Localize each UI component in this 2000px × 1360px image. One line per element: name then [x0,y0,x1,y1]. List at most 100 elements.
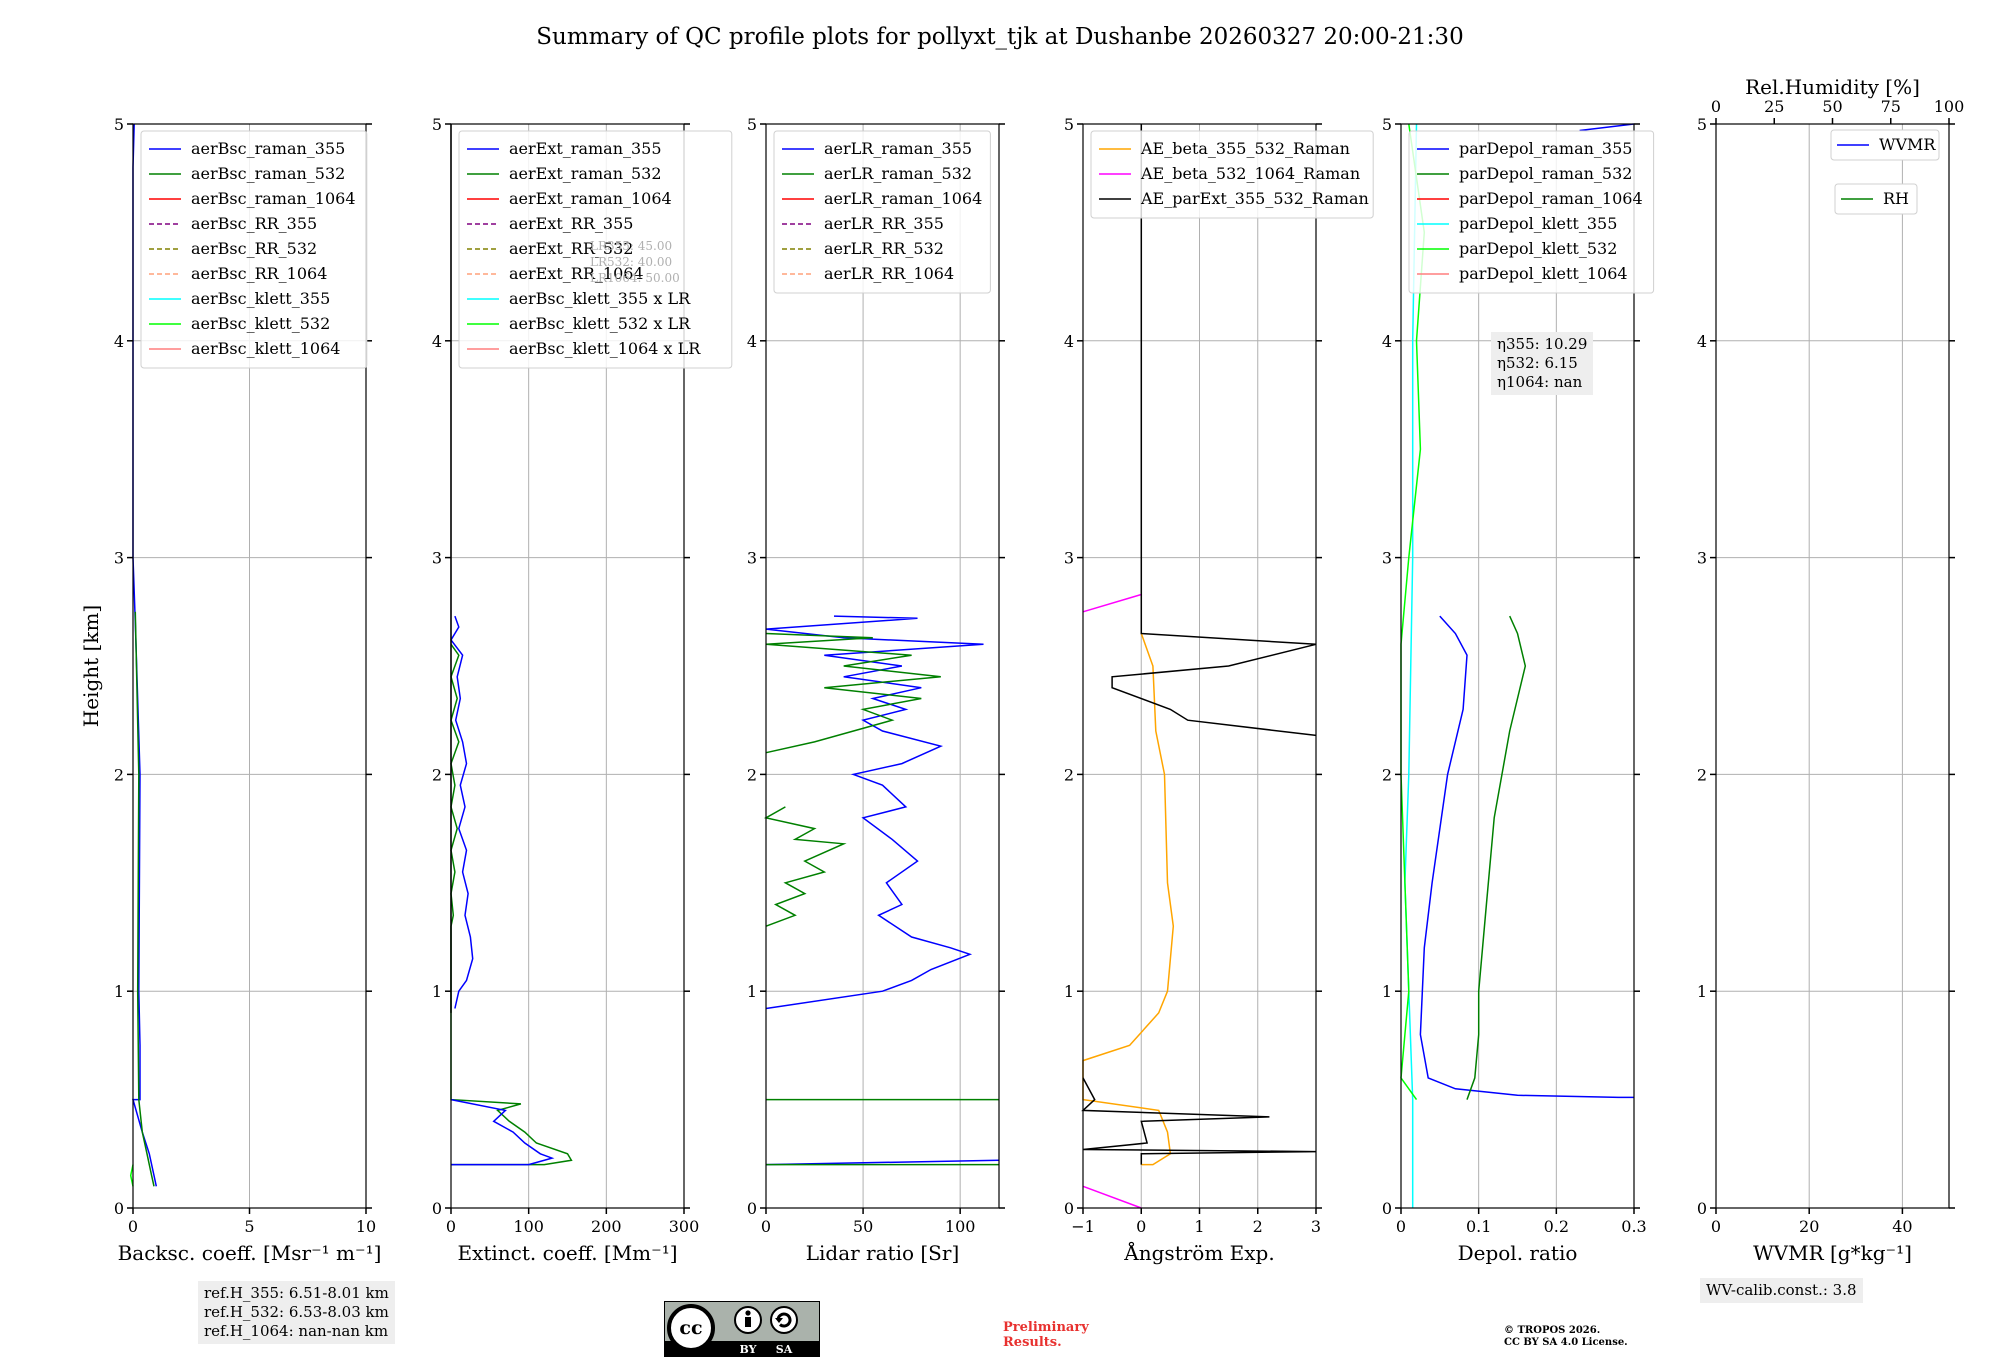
x-tick-label: 0 [128,1217,138,1236]
x-tick-label: 0.2 [1544,1217,1569,1236]
lr-assumption-box: LR355: 45.00 LR532: 40.00 LR1064: 50.00 [590,238,680,286]
lr-1064: LR1064: 50.00 [590,271,680,285]
legend-label-aerExt_RR_355: aerExt_RR_355 [509,214,633,233]
series-line-parDepol_raman_532 [1466,615,1527,1100]
series-line-aerLR_raman_355 [765,615,984,1010]
legend-label-aerExt_raman_1064: aerExt_raman_1064 [509,189,672,208]
preliminary-line-2: Results. [1003,1335,1062,1350]
axes-frame [1400,123,1635,1209]
legend-label-aerBsc_klett_532 x LR: aerBsc_klett_532 x LR [509,314,691,333]
x-tick-label: 0.1 [1466,1217,1491,1236]
x-tick-label: 200 [591,1217,622,1236]
legend-label-aerExt_raman_355: aerExt_raman_355 [509,139,662,158]
x-tick-label: 0 [1396,1217,1406,1236]
series-line-aerLR_raman_532 [765,632,941,754]
legend-label-aerBsc_RR_355: aerBsc_RR_355 [191,214,317,233]
y-tick-label: 3 [1697,549,1707,568]
legend: aerExt_raman_355 aerExt_raman_532 aerExt_r… [458,130,733,369]
series-line-AE_beta_532_1064_Raman [1082,593,1142,613]
legend-frame [458,130,733,369]
series-line-depol_top_blue [1579,123,1635,132]
legend-label-AE_beta_532_1064_Raman: AE_beta_532_1064_Raman [1140,164,1360,183]
copyright-line-2: CC BY SA 4.0 License. [1504,1337,1628,1348]
legend-label-aerLR_raman_355: aerLR_raman_355 [824,139,972,158]
y-tick-label: 0 [114,1199,124,1218]
x-tick-label: 0 [761,1217,771,1236]
copyright-note: © TROPOS 2026. CC BY SA 4.0 License. [1504,1325,1628,1349]
y-tick-label: 2 [114,765,124,784]
y-tick-label: 5 [1064,115,1074,134]
y-axis-label: Height [km] [79,605,103,727]
y-tick-label: 4 [1697,332,1707,351]
y-tick-label: 5 [432,115,442,134]
y-tick-label: 2 [1064,765,1074,784]
legend-label-AE_parExt_355_532_Raman: AE_parExt_355_532_Raman [1140,189,1369,208]
legend: aerBsc_raman_355 aerBsc_raman_532 aerBsc_r… [140,130,368,369]
legend-label-aerBsc_raman_1064: aerBsc_raman_1064 [191,189,356,208]
legend-label-aerLR_RR_1064: aerLR_RR_1064 [824,264,954,283]
x2-tick-label: 100 [1934,97,1965,116]
series-line-aerExt_raman_532 [450,643,573,1166]
legend-label: WVMR [1879,135,1936,154]
legend-frame [1408,130,1655,294]
ref-height-355: ref.H_355: 6.51-8.01 km [204,1284,389,1302]
series-line-lr_532_low [763,806,847,927]
y-tick-label: 2 [1382,765,1392,784]
y-tick-label: 2 [1697,765,1707,784]
y-tick-label: 3 [1064,549,1074,568]
x-tick-label: 20 [1799,1217,1819,1236]
series-line-aerExt_raman_355 [450,615,474,1009]
y-tick-label: 0 [1382,1199,1392,1218]
preliminary-results-note: Preliminary Results. [1003,1320,1089,1350]
legend: AE_beta_355_532_Raman AE_beta_532_1064_Ra… [1090,130,1374,219]
legend-label-aerBsc_raman_355: aerBsc_raman_355 [191,139,345,158]
legend-label-parDepol_klett_532: parDepol_klett_532 [1459,239,1617,258]
series-line-AE_parExt_355_532_Raman [1111,124,1317,737]
wv-calibration-box: WV-calib.const.: 3.8 [1700,1278,1863,1303]
copyright-line-1: © TROPOS 2026. [1504,1325,1601,1336]
chart-lr: 0 50 100 0 1 2 3 4 5 Lidar ratio [Sr] aerLR_raman_… [747,115,1005,1265]
y-tick-label: 5 [1382,115,1392,134]
preliminary-line-1: Preliminary [1003,1320,1089,1335]
x-axis-label: Lidar ratio [Sr] [806,1241,960,1265]
figure-title: Summary of QC profile plots for pollyxt_… [536,24,1464,50]
y-tick-label: 1 [1064,982,1074,1001]
x-tick-label: 10 [356,1217,376,1236]
x-axis-label: Ångström Exp. [1123,1240,1274,1265]
legend-label-AE_beta_355_532_Raman: AE_beta_355_532_Raman [1140,139,1350,158]
y-tick-label: 1 [114,982,124,1001]
y-tick-label: 0 [747,1199,757,1218]
legend-label-aerBsc_klett_1064: aerBsc_klett_1064 [191,339,340,358]
legend-label-aerExt_raman_532: aerExt_raman_532 [509,164,662,183]
axes-frame [1715,123,1950,1209]
y-tick-label: 1 [432,982,442,1001]
x2-tick-label: 0 [1711,97,1721,116]
x-axis-label: Extinct. coeff. [Mm⁻¹] [457,1241,677,1265]
x-tick-label: 100 [945,1217,976,1236]
legend-label-aerBsc_klett_1064 x LR: aerBsc_klett_1064 x LR [509,339,701,358]
y-tick-label: 5 [747,115,757,134]
chart-wv: 0 20 40 0 1 2 3 4 5 WVMR [g*kg⁻¹] 0 25 50 75 100 Rel.Hu… [1697,75,1964,1265]
y-tick-label: 4 [1382,332,1392,351]
y-tick-label: 5 [114,115,124,134]
legend-label: RH [1883,189,1909,208]
x-tick-label: 0.3 [1621,1217,1646,1236]
legend-label-parDepol_klett_355: parDepol_klett_355 [1459,214,1617,233]
x-tick-label: 3 [1311,1217,1321,1236]
x-tick-label: 0 [1136,1217,1146,1236]
eta-532: η532: 6.15 [1497,354,1578,372]
chart-depol: 0 0.1 0.2 0.3 0 1 2 3 4 5 Depol. ratio parDepol_ram… [1382,115,1655,1265]
y-tick-label: 3 [1382,549,1392,568]
ref-height-1064: ref.H_1064: nan-nan km [204,1322,389,1340]
x-axis-label: Backsc. coeff. [Msr⁻¹ m⁻¹] [118,1241,382,1265]
legend-label-aerLR_RR_532: aerLR_RR_532 [824,239,944,258]
series-line-ae_magenta_low [1082,1185,1142,1209]
legend-label-parDepol_raman_532: parDepol_raman_532 [1459,164,1632,183]
wv-calibration-text: WV-calib.const.: 3.8 [1706,1281,1857,1299]
x-tick-label: 40 [1892,1217,1912,1236]
reference-height-box: ref.H_355: 6.51-8.01 km ref.H_532: 6.53-… [198,1281,395,1344]
x-tick-label: 300 [669,1217,700,1236]
y-tick-label: 3 [114,549,124,568]
